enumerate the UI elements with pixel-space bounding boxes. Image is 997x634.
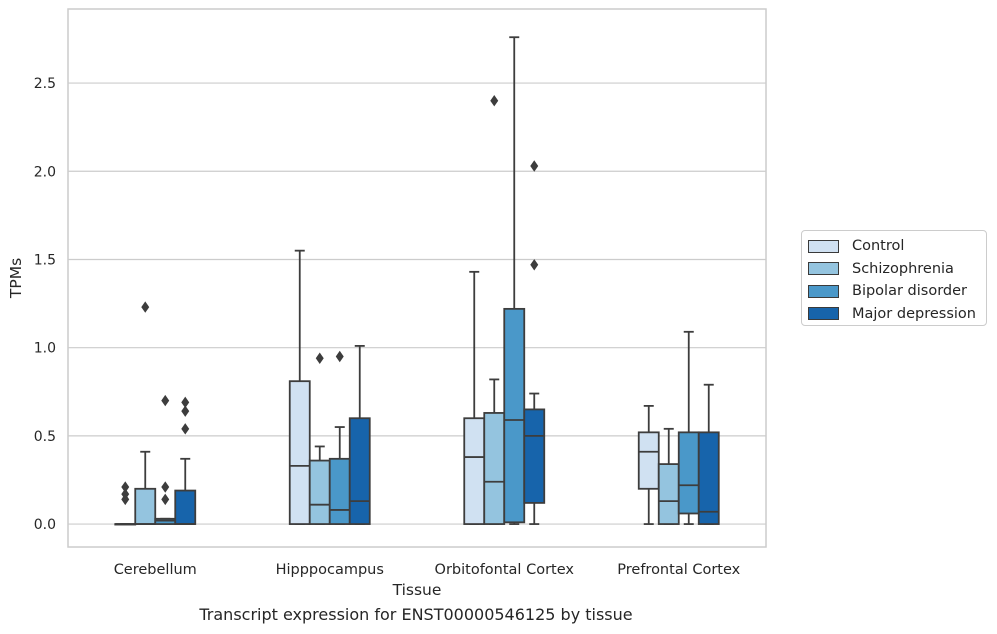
legend-swatch-bipolar-disorder	[808, 284, 839, 298]
y-tick-label: 2.5	[34, 76, 56, 92]
box-iqr	[348, 417, 371, 525]
y-tick-label: 0.5	[34, 429, 56, 445]
box-control	[288, 249, 311, 525]
box-major-depression	[348, 345, 371, 525]
box-major-depression	[174, 396, 197, 525]
outlier-point	[530, 259, 539, 271]
box-control	[114, 481, 137, 526]
outlier-point	[490, 95, 499, 107]
y-tick-label: 1.5	[34, 252, 56, 268]
outlier-point	[530, 160, 539, 172]
y-tick-label: 0.0	[34, 517, 56, 533]
legend-swatch-control	[808, 239, 839, 253]
box-iqr	[637, 431, 660, 490]
box-major-depression	[697, 383, 720, 525]
box-bipolar-disorder	[677, 330, 700, 525]
outlier-point	[315, 352, 324, 364]
box-schizophrenia	[134, 301, 157, 525]
box-control	[463, 270, 486, 525]
box-schizophrenia	[308, 352, 331, 525]
x-tick-label: Prefrontal Cortex	[617, 562, 740, 578]
outlier-point	[181, 405, 190, 417]
x-tick-label: Orbitofontal Cortex	[435, 562, 575, 578]
box-iqr	[677, 431, 700, 515]
box-bipolar-disorder	[328, 350, 351, 525]
y-tick-labels: 0.0 0.5 1.0 1.5 2.0 2.5	[34, 76, 56, 533]
legend-label-control: Control	[852, 238, 905, 255]
y-tick-label: 1.0	[34, 341, 56, 357]
legend-item-bipolar-disorder: Bipolar disorder	[808, 280, 980, 303]
box-iqr	[503, 307, 526, 524]
legend-item-schizophrenia: Schizophrenia	[808, 258, 980, 281]
plot-frame	[67, 8, 767, 548]
box-iqr	[657, 463, 680, 525]
box-iqr	[308, 459, 331, 525]
outlier-point	[161, 481, 170, 493]
box-iqr	[288, 380, 311, 525]
legend-item-major-depression: Major depression	[808, 303, 980, 326]
box-major-depression	[523, 160, 546, 525]
box-iqr	[697, 431, 720, 525]
y-axis-label: TPMs	[7, 258, 25, 299]
gridlines	[68, 82, 766, 525]
x-tick-label: Hipppocampus	[276, 562, 384, 578]
outlier-point	[161, 394, 170, 407]
legend-item-control: Control	[808, 235, 980, 258]
legend-swatch-major-depression	[808, 307, 839, 321]
box-iqr	[523, 408, 546, 504]
outlier-point	[335, 350, 344, 363]
x-axis-label: Tissue	[392, 581, 442, 599]
legend-label-major-depression: Major depression	[852, 305, 976, 322]
legend-label-bipolar-disorder: Bipolar disorder	[852, 283, 967, 300]
outlier-point	[181, 423, 190, 435]
x-tick-labels: Cerebellum Hipppocampus Orbitofontal Corte…	[114, 562, 741, 578]
box-schizophrenia	[483, 95, 506, 525]
outlier-point	[121, 488, 130, 500]
outlier-point	[161, 493, 170, 506]
legend-swatch-schizophrenia	[808, 262, 839, 276]
box-iqr	[483, 412, 506, 525]
box-iqr	[134, 487, 157, 525]
box-bipolar-disorder	[154, 394, 177, 525]
box-iqr	[328, 457, 351, 525]
box-bipolar-disorder	[503, 36, 526, 525]
y-tick-label: 2.0	[34, 164, 56, 180]
chart-caption: Transcript expression for ENST0000054612…	[199, 605, 633, 624]
box-schizophrenia	[657, 427, 680, 525]
box-groups	[114, 36, 720, 526]
x-tick-label: Cerebellum	[114, 562, 197, 578]
box-iqr	[463, 417, 486, 525]
legend: Control Schizophrenia Bipolar disorder M…	[801, 230, 987, 326]
legend-label-schizophrenia: Schizophrenia	[852, 260, 954, 277]
box-control	[637, 404, 660, 525]
box-iqr	[174, 489, 197, 525]
outlier-point	[181, 396, 190, 409]
outlier-point	[121, 481, 130, 493]
outlier-point	[141, 301, 150, 313]
